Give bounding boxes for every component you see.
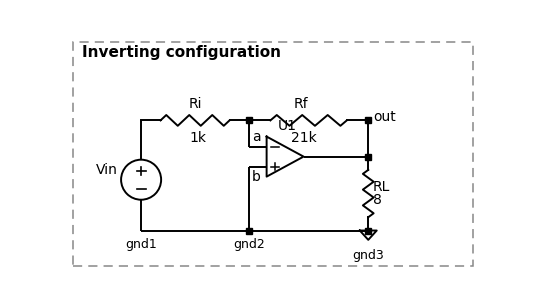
Text: 1k: 1k	[190, 131, 207, 145]
Text: gnd3: gnd3	[352, 249, 384, 262]
Text: 21k: 21k	[291, 131, 317, 145]
Text: Inverting configuration: Inverting configuration	[82, 45, 281, 60]
Text: a: a	[252, 130, 261, 143]
Text: U1: U1	[277, 119, 296, 133]
Text: gnd1: gnd1	[125, 238, 157, 251]
Text: gnd2: gnd2	[233, 238, 265, 251]
Text: 8: 8	[373, 193, 382, 207]
Text: RL: RL	[373, 180, 390, 194]
Text: Vin: Vin	[96, 164, 118, 178]
Text: b: b	[252, 170, 261, 184]
Text: Rf: Rf	[294, 97, 308, 111]
Text: out: out	[373, 110, 395, 124]
Text: Ri: Ri	[188, 97, 202, 111]
